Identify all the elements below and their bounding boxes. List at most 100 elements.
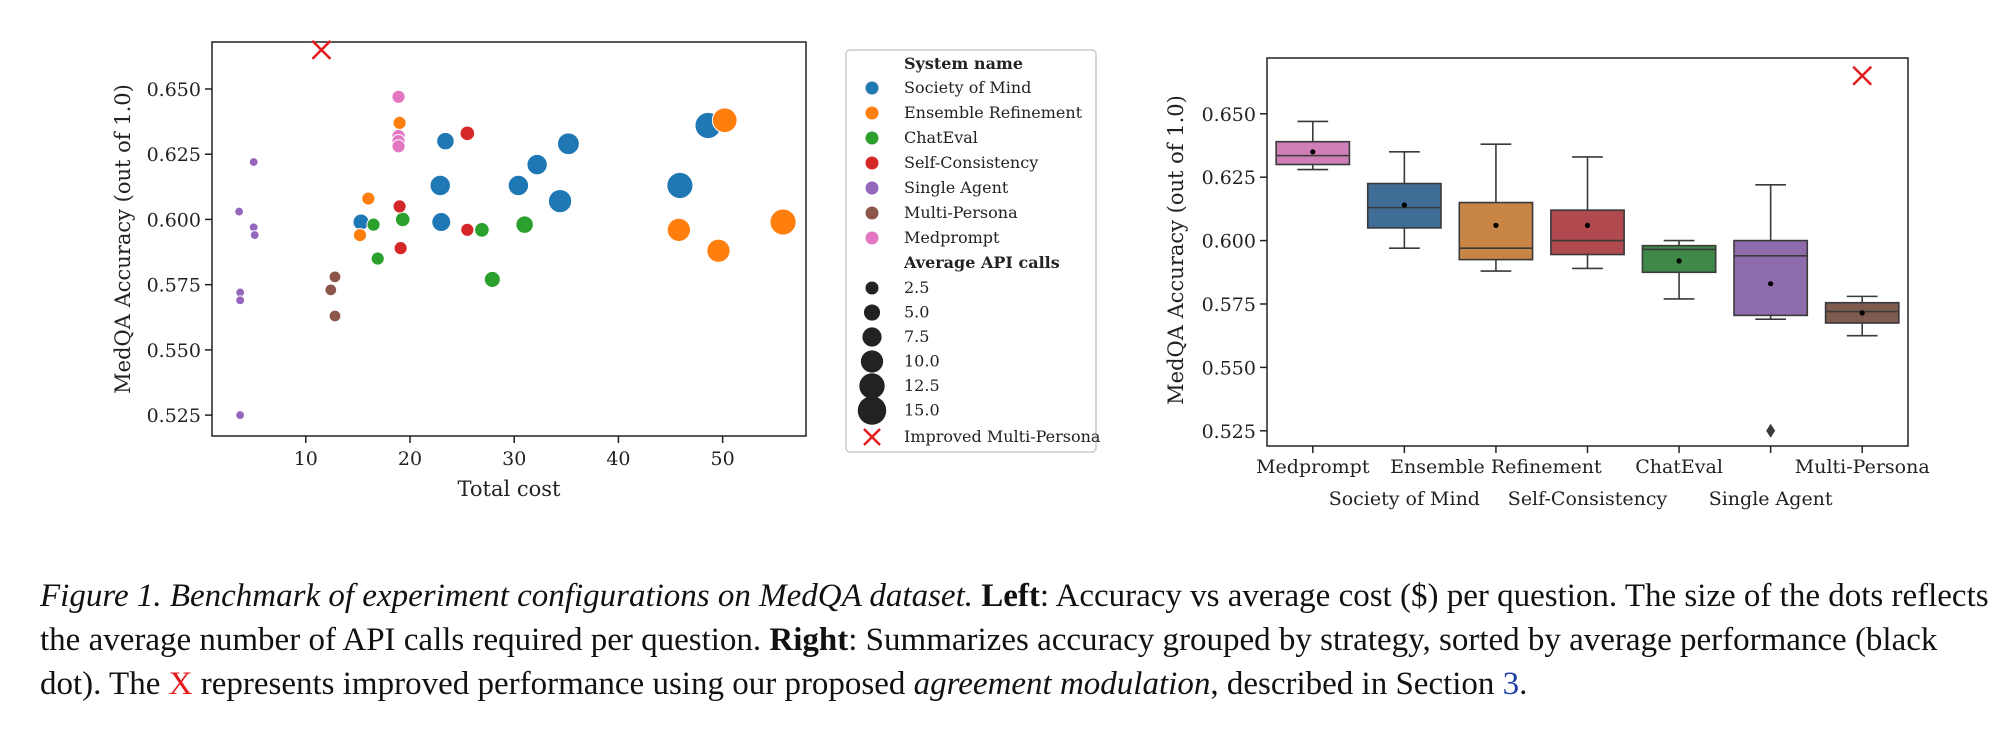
- legend-entry-label: Ensemble Refinement: [904, 103, 1083, 122]
- box-single-agent: [1733, 183, 1809, 438]
- box-body: [1733, 239, 1809, 317]
- scatter-y-tick-label: 0.600: [147, 209, 201, 231]
- scatter-point-society-of-mind: [526, 153, 548, 176]
- scatter-legend: System name Society of Mind Ensemble Refi…: [845, 49, 1101, 453]
- legend-entry-label: Society of Mind: [904, 78, 1031, 97]
- scatter-point-ensemble-refinement: [392, 115, 407, 130]
- legend-size-swatch: [862, 327, 882, 347]
- improved-marker-stroke: [311, 39, 332, 60]
- legend-size-label: 10.0: [904, 352, 940, 371]
- scatter-point-single-agent: [234, 206, 245, 217]
- box-x-tick-label: ChatEval: [1635, 456, 1723, 478]
- legend-entry-label: Single Agent: [904, 178, 1009, 197]
- scatter-point-society-of-mind: [507, 174, 530, 197]
- scatter-point-society-of-mind: [431, 212, 452, 233]
- scatter-improved-marker: [311, 39, 332, 60]
- legend-size-swatch: [857, 396, 887, 425]
- scatter-point-society-of-mind: [436, 131, 455, 151]
- legend-entry-label: Medprompt: [904, 228, 1000, 247]
- scatter-point-ensemble-refinement: [352, 227, 368, 243]
- scatter-point-multi-persona: [328, 270, 342, 284]
- box-mean-dot: [1584, 222, 1591, 228]
- scatter-plot-frame: [211, 41, 807, 437]
- caption-right-label: Right: [769, 622, 849, 658]
- box-x-tick-label: Society of Mind: [1329, 488, 1480, 510]
- scatter-point-multi-persona: [324, 283, 338, 297]
- scatter-x-tick-label: 30: [502, 448, 526, 470]
- scatter-y-axis: 0.525 0.550 0.575 0.600 0.625 0.650: [147, 79, 212, 427]
- box-y-axis-label: MedQA Accuracy (out of 1.0): [1164, 95, 1188, 405]
- scatter-point-chateval: [370, 251, 385, 266]
- scatter-point-chateval: [474, 222, 490, 238]
- box-y-tick-label: 0.625: [1202, 167, 1256, 189]
- legend-size-entries: 2.5 5.0 7.5 10.0 12.5 15.0: [857, 278, 940, 425]
- scatter-point-self-consistency: [460, 222, 475, 237]
- box-y-tick-label: 0.525: [1202, 421, 1256, 443]
- legend-swatch: [865, 81, 879, 95]
- scatter-point-single-agent: [235, 295, 246, 306]
- box-outlier: [1766, 423, 1776, 438]
- scatter-point-ensemble-refinement: [711, 107, 738, 134]
- scatter-point-self-consistency: [459, 125, 476, 142]
- box-x-tick-label: Multi-Persona: [1795, 456, 1930, 478]
- box-medprompt: [1275, 120, 1351, 171]
- box-mean-dot: [1676, 258, 1682, 264]
- scatter-point-chateval: [366, 217, 381, 232]
- legend-swatch: [865, 206, 879, 220]
- scatter-y-axis-label: MedQA Accuracy (out of 1.0): [111, 84, 135, 394]
- legend-size-label: 2.5: [904, 278, 929, 297]
- scatter-point-chateval: [515, 215, 534, 234]
- scatter-point-medprompt: [391, 89, 406, 104]
- legend-entry-label: Multi-Persona: [904, 203, 1018, 222]
- scatter-point-ensemble-refinement: [361, 191, 376, 206]
- box-x-tick-label: Single Agent: [1709, 488, 1833, 510]
- box-mean-dot: [1310, 149, 1316, 155]
- box-chateval: [1641, 239, 1717, 300]
- box-body: [1550, 209, 1625, 256]
- scatter-point-society-of-mind: [556, 132, 580, 156]
- caption-right-text-1: : Summarizes accuracy grouped by strateg…: [40, 622, 1938, 702]
- scatter-point-society-of-mind: [352, 213, 370, 231]
- box-x-axis: Medprompt Society of Mind Ensemble Refinem…: [1256, 446, 1930, 510]
- box-multi-persona: [1824, 295, 1900, 337]
- scatter-x-tick-label: 20: [398, 448, 422, 470]
- scatter-point-chateval: [483, 270, 501, 288]
- legend-size-label: 12.5: [904, 376, 940, 395]
- scatter-x-tick-label: 10: [294, 448, 318, 470]
- scatter-x-tick-label: 50: [711, 448, 735, 470]
- legend-entry-label: ChatEval: [904, 128, 978, 147]
- scatter-point-self-consistency: [392, 199, 407, 214]
- scatter-point-single-agent: [248, 157, 259, 167]
- scatter-point-ensemble-refinement: [706, 238, 731, 263]
- scatter-point-medprompt: [391, 139, 406, 154]
- box-x-tick-label: Ensemble Refinement: [1390, 456, 1602, 478]
- scatter-point-ensemble-refinement: [769, 208, 797, 236]
- scatter-y-tick-label: 0.575: [147, 275, 201, 297]
- legend-swatch: [865, 106, 879, 120]
- box-mean-dot: [1493, 222, 1499, 228]
- box-boxes: [1275, 65, 1900, 438]
- caption-right-text-2: represents improved performance using ou…: [200, 666, 906, 702]
- caption-right-text-3: , described in Section: [1210, 666, 1495, 702]
- legend-hue-entries: Society of Mind Ensemble Refinement ChatEv…: [865, 78, 1083, 247]
- legend-size-swatch: [863, 304, 881, 321]
- legend-swatch: [865, 231, 879, 245]
- box-y-axis: 0.525 0.550 0.575 0.600 0.625 0.650: [1202, 104, 1267, 443]
- box-y-tick-label: 0.575: [1202, 294, 1256, 316]
- scatter-points: [234, 39, 797, 421]
- legend-size-label: 15.0: [904, 401, 940, 420]
- box-society-of-mind: [1366, 151, 1442, 249]
- scatter-y-tick-label: 0.525: [147, 405, 201, 427]
- caption-left-text: : Accuracy vs average cost ($) per quest…: [40, 578, 1989, 658]
- scatter-point-society-of-mind: [429, 174, 451, 197]
- legend-improved-marker: [863, 428, 881, 446]
- scatter-point-society-of-mind: [666, 171, 694, 200]
- box-ensemble-refinement: [1458, 143, 1534, 272]
- legend-improved-label: Improved Multi-Persona: [904, 427, 1101, 446]
- legend-hue-title: System name: [904, 54, 1023, 73]
- improved-marker-stroke: [1852, 65, 1873, 86]
- caption-x-mark: X: [168, 666, 193, 702]
- caption-left-label: Left: [981, 578, 1040, 614]
- scatter-chart: 0.525 0.550 0.575 0.600 0.625 0.650 10 20 30 40 5…: [111, 39, 807, 501]
